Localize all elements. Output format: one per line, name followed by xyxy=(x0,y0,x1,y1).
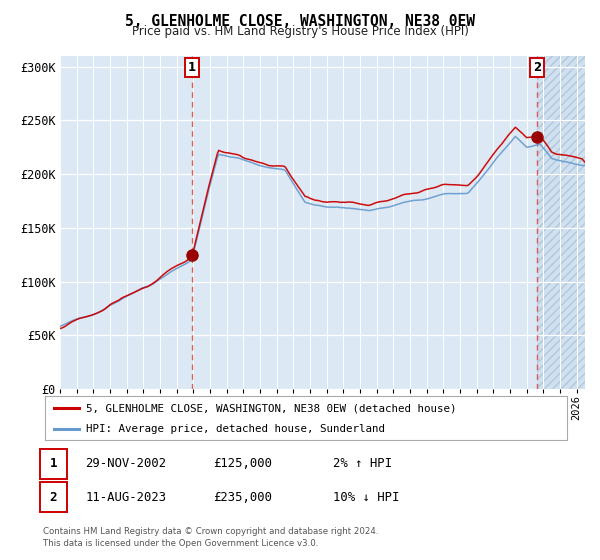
Text: 10% ↓ HPI: 10% ↓ HPI xyxy=(333,491,400,504)
Text: 11-AUG-2023: 11-AUG-2023 xyxy=(85,491,166,504)
Text: £125,000: £125,000 xyxy=(213,457,272,470)
Bar xyxy=(537,56,585,389)
Text: 1: 1 xyxy=(188,61,196,74)
Text: 5, GLENHOLME CLOSE, WASHINGTON, NE38 0EW: 5, GLENHOLME CLOSE, WASHINGTON, NE38 0EW xyxy=(125,14,475,29)
Text: 2% ↑ HPI: 2% ↑ HPI xyxy=(333,457,392,470)
Text: 1: 1 xyxy=(50,457,57,470)
Bar xyxy=(537,56,585,389)
Text: HPI: Average price, detached house, Sunderland: HPI: Average price, detached house, Sund… xyxy=(86,424,385,433)
Text: 29-NOV-2002: 29-NOV-2002 xyxy=(85,457,166,470)
Text: Price paid vs. HM Land Registry's House Price Index (HPI): Price paid vs. HM Land Registry's House … xyxy=(131,25,469,38)
Text: 5, GLENHOLME CLOSE, WASHINGTON, NE38 0EW (detached house): 5, GLENHOLME CLOSE, WASHINGTON, NE38 0EW… xyxy=(86,403,456,413)
Text: 2: 2 xyxy=(533,61,541,74)
Text: £235,000: £235,000 xyxy=(213,491,272,504)
Text: Contains HM Land Registry data © Crown copyright and database right 2024.
This d: Contains HM Land Registry data © Crown c… xyxy=(43,527,379,548)
Text: 2: 2 xyxy=(50,491,57,504)
